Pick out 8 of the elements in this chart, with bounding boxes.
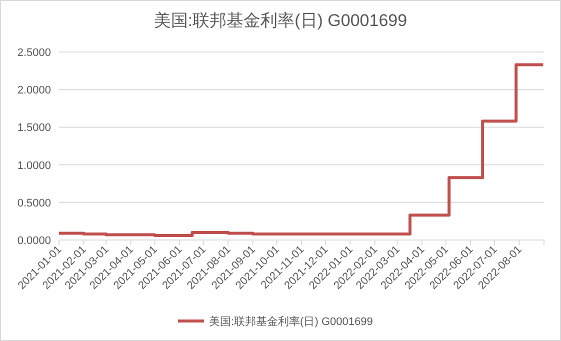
y-tick-label: 1.5000 — [17, 122, 51, 134]
y-tick-label: 1.0000 — [17, 160, 51, 172]
y-tick-label: 0.0000 — [17, 235, 51, 247]
y-tick-label: 2.5000 — [17, 47, 51, 59]
y-tick-label: 2.0000 — [17, 84, 51, 97]
legend-label: 美国:联邦基金利率(日) G0001699 — [209, 315, 373, 328]
chart-title: 美国:联邦基金利率(日) G0001699 — [154, 11, 408, 30]
y-tick-label: 0.5000 — [17, 197, 51, 210]
